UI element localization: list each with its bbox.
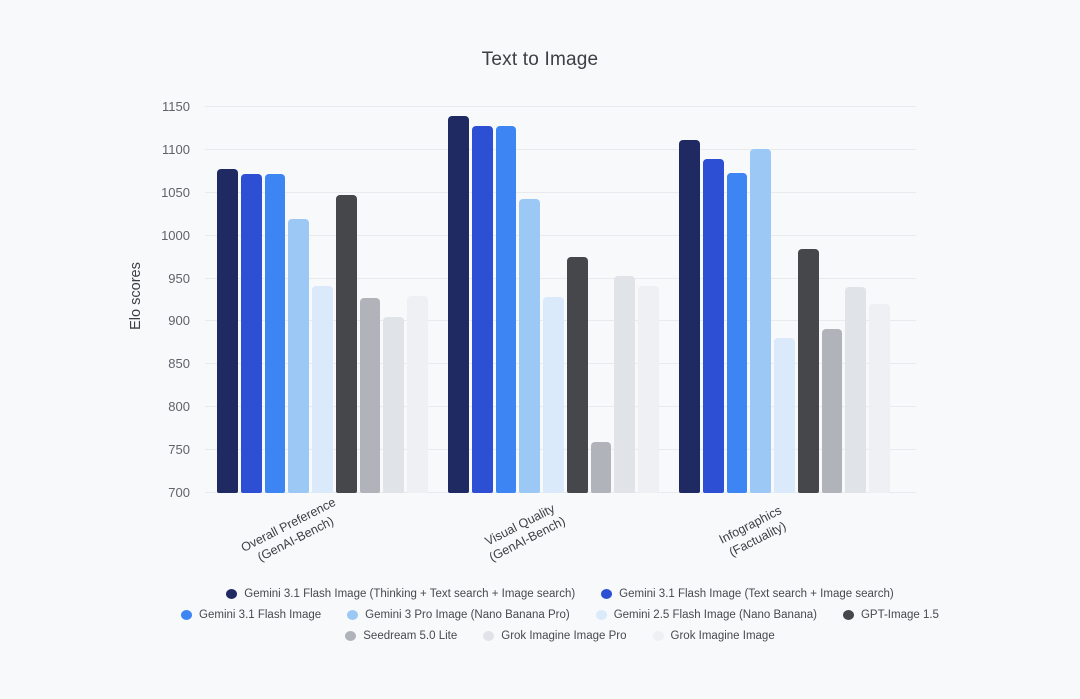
legend-color-dot [483,631,495,641]
legend-row-1: Gemini 3.1 Flash Image (Thinking + Text … [226,588,894,600]
legend-label: Grok Imagine Image Pro [501,630,627,642]
bar-series2-group3[interactable] [702,158,724,493]
legend-label: Gemini 3 Pro Image (Nano Banana Pro) [365,609,570,621]
x-axis-category-labels: Overall Preference (GenAI-Bench) Visual Qu… [205,495,916,572]
gridline-1000 [205,234,916,236]
legend-item-series5[interactable]: Gemini 2.5 Flash Image (Nano Banana) [595,609,817,621]
bar-series1-group2[interactable] [448,116,469,493]
legend-item-series3[interactable]: Gemini 3.1 Flash Image [181,609,321,621]
x-category-text: Overall Preference (GenAI-Bench) [239,494,339,565]
legend-color-dot [347,610,359,620]
legend-color-dot [652,631,664,641]
legend: Gemini 3.1 Flash Image (Thinking + Text … [100,588,1020,642]
bar-series7-group1[interactable] [359,298,381,493]
bar-series5-group2[interactable] [543,296,564,493]
bar-series4-group1[interactable] [288,218,310,493]
y-tick-1050: 1050 [161,184,190,200]
bar-series4-group2[interactable] [519,198,541,493]
bar-series9-group2[interactable] [638,286,660,493]
bar-series7-group2[interactable] [590,441,612,493]
legend-color-dot [595,610,607,620]
y-tick-950: 950 [168,270,190,286]
bar-series2-group1[interactable] [240,173,262,493]
bar-group-3 [679,107,891,493]
legend-label: Gemini 3.1 Flash Image [199,609,322,621]
legend-row-3: Seedream 5.0 Lite Grok Imagine Image Pro G… [345,630,775,642]
bar-series6-group1[interactable] [335,195,357,493]
legend-label: Gemini 2.5 Flash Image (Nano Banana) [613,609,817,621]
bar-series9-group3[interactable] [869,304,891,493]
bar-series1-group3[interactable] [679,139,700,493]
legend-color-dot [181,610,193,620]
legend-label: Gemini 3.1 Flash Image (Thinking + Text … [244,588,576,600]
bar-series2-group2[interactable] [471,125,493,493]
bar-series5-group3[interactable] [774,337,795,493]
x-category-text: Visual Quality (GenAI-Bench) [482,501,568,565]
bar-series3-group3[interactable] [726,173,748,493]
bar-group-2 [448,107,660,493]
y-tick-1000: 1000 [161,227,190,243]
legend-item-series6[interactable]: GPT-Image 1.5 [842,609,939,621]
y-tick-900: 900 [168,313,190,329]
bar-series3-group1[interactable] [264,173,286,493]
legend-row-2: Gemini 3.1 Flash Image Gemini 3 Pro Image… [181,609,939,621]
gridline-1150 [205,106,916,107]
y-tick-1150: 1150 [162,99,190,114]
y-tick-700: 700 [168,485,190,500]
x-category-label-2: Visual Quality (GenAI-Bench) [418,497,629,567]
legend-label: Gemini 3.1 Flash Image (Text search + Im… [619,588,894,600]
y-tick-850: 850 [168,356,190,372]
chart-title: Text to Image [481,49,599,70]
bar-series3-group2[interactable] [495,125,517,493]
legend-color-dot [842,610,854,620]
plot-area [205,106,916,493]
legend-label: GPT-Image 1.5 [860,609,939,621]
x-category-text: Infographics (Factuality) [717,502,789,560]
bar-series8-group1[interactable] [383,317,405,493]
bar-series1-group1[interactable] [217,168,238,493]
legend-item-series1[interactable]: Gemini 3.1 Flash Image (Thinking + Text … [226,588,575,600]
gridline-1050 [205,191,916,193]
legend-item-series4[interactable]: Gemini 3 Pro Image (Nano Banana Pro) [347,609,570,621]
legend-color-dot [345,631,357,641]
bar-series7-group3[interactable] [821,329,843,493]
y-tick-1100: 1100 [162,141,190,157]
bar-series6-group3[interactable] [797,249,819,493]
bar-series8-group2[interactable] [614,276,636,493]
bar-series8-group3[interactable] [845,287,867,493]
bar-series4-group3[interactable] [750,149,772,493]
y-tick-800: 800 [168,399,190,415]
legend-item-series7[interactable]: Seedream 5.0 Lite [345,630,457,642]
legend-item-series2[interactable]: Gemini 3.1 Flash Image (Text search + Im… [601,588,894,600]
bar-series6-group2[interactable] [566,257,588,493]
legend-label: Seedream 5.0 Lite [363,630,458,642]
legend-item-series8[interactable]: Grok Imagine Image Pro [483,630,627,642]
bar-group-1 [217,107,429,493]
gridline-1100 [205,148,916,150]
legend-color-dot [601,589,613,599]
legend-label: Grok Imagine Image [670,630,775,642]
x-category-label-3: Infographics (Factuality) [649,497,860,567]
gridline-950 [205,277,916,279]
y-axis-tick-labels: 1150 1100 1050 1000 950 900 850 800 750 700 [0,99,190,500]
x-category-label-1: Overall Preference (GenAI-Bench) [187,494,398,567]
legend-color-dot [226,589,238,599]
y-tick-750: 750 [168,442,190,458]
legend-item-series9[interactable]: Grok Imagine Image [652,630,775,642]
bar-series5-group1[interactable] [312,286,333,493]
bar-series9-group1[interactable] [407,295,429,493]
